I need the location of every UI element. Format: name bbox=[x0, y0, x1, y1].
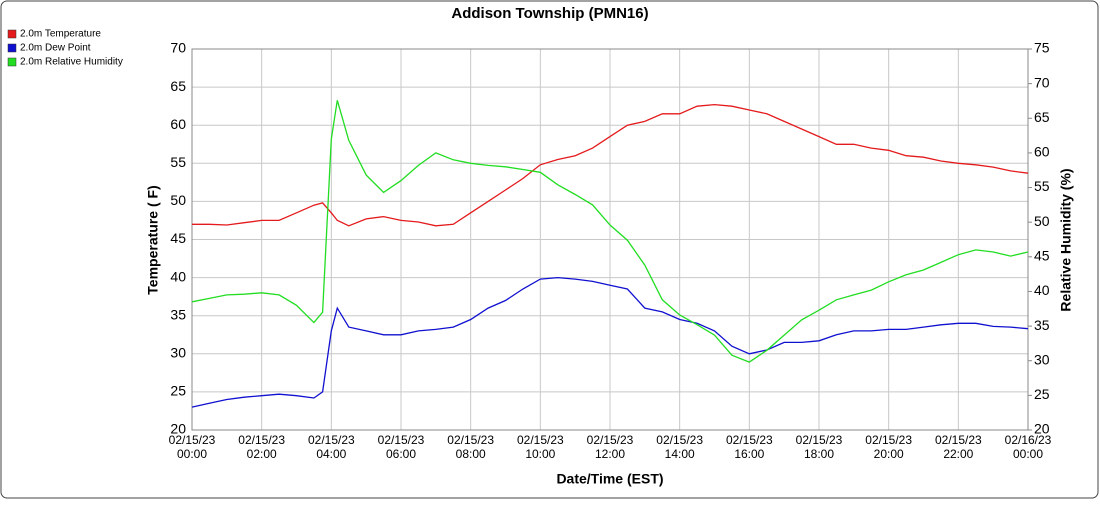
legend-swatch bbox=[7, 57, 17, 67]
series-line bbox=[191, 100, 1029, 363]
y-tick-label: 35 bbox=[170, 306, 186, 322]
x-tick-label: 02/15/23 22:00 bbox=[935, 433, 982, 461]
x-tick-label: 02/15/23 08:00 bbox=[447, 433, 494, 461]
y-tick-label: 45 bbox=[170, 230, 186, 246]
legend-label: 2.0m Relative Humidity bbox=[20, 57, 123, 68]
legend-label: 2.0m Temperature bbox=[20, 29, 101, 40]
x-tick-label: 02/16/23 00:00 bbox=[1005, 433, 1052, 461]
series-line bbox=[191, 276, 1029, 408]
y-tick-label: 60 bbox=[170, 116, 186, 132]
y-tick-label: 70 bbox=[170, 40, 186, 56]
x-tick-label: 02/15/23 10:00 bbox=[517, 433, 564, 461]
y2-tick-label: 40 bbox=[1034, 282, 1050, 298]
y2-tick-label: 60 bbox=[1034, 144, 1050, 160]
y2-tick-label: 65 bbox=[1034, 109, 1050, 125]
legend-swatch bbox=[7, 29, 17, 39]
y2-tick-label: 75 bbox=[1034, 40, 1050, 56]
x-tick-label: 02/15/23 12:00 bbox=[587, 433, 634, 461]
y2-tick-label: 55 bbox=[1034, 178, 1050, 194]
x-tick-label: 02/15/23 18:00 bbox=[796, 433, 843, 461]
y2-tick-label: 20 bbox=[1034, 421, 1050, 437]
chart-title: Addison Township (PMN16) bbox=[451, 5, 648, 22]
x-tick-label: 02/15/23 00:00 bbox=[169, 433, 216, 461]
y2-axis-label: Relative Humidity (%) bbox=[1058, 168, 1074, 311]
series-line bbox=[192, 103, 1029, 227]
x-tick-label: 02/15/23 16:00 bbox=[726, 433, 773, 461]
y2-tick-label: 45 bbox=[1034, 248, 1050, 264]
y2-tick-label: 70 bbox=[1034, 74, 1050, 90]
y-tick-label: 40 bbox=[170, 268, 186, 284]
y-tick-label: 30 bbox=[170, 345, 186, 361]
y-tick-label: 50 bbox=[170, 192, 186, 208]
y-tick-label: 65 bbox=[170, 78, 186, 94]
x-tick-label: 02/15/23 20:00 bbox=[865, 433, 912, 461]
legend-swatch bbox=[7, 43, 17, 53]
y-axis-label: Temperature ( F) bbox=[145, 185, 161, 294]
y2-tick-label: 30 bbox=[1034, 351, 1050, 367]
y-tick-label: 20 bbox=[170, 421, 186, 437]
x-tick-label: 02/15/23 06:00 bbox=[378, 433, 425, 461]
x-axis-label: Date/Time (EST) bbox=[556, 471, 663, 487]
x-tick-label: 02/15/23 02:00 bbox=[238, 433, 285, 461]
x-tick-label: 02/15/23 14:00 bbox=[656, 433, 703, 461]
plot-border bbox=[191, 48, 1029, 431]
legend-label: 2.0m Dew Point bbox=[20, 43, 91, 54]
y-tick-label: 55 bbox=[170, 154, 186, 170]
x-tick-label: 02/15/23 04:00 bbox=[308, 433, 355, 461]
y2-tick-label: 35 bbox=[1034, 317, 1050, 333]
y2-tick-label: 50 bbox=[1034, 213, 1050, 229]
y2-tick-label: 25 bbox=[1034, 386, 1050, 402]
y-tick-label: 25 bbox=[170, 383, 186, 399]
